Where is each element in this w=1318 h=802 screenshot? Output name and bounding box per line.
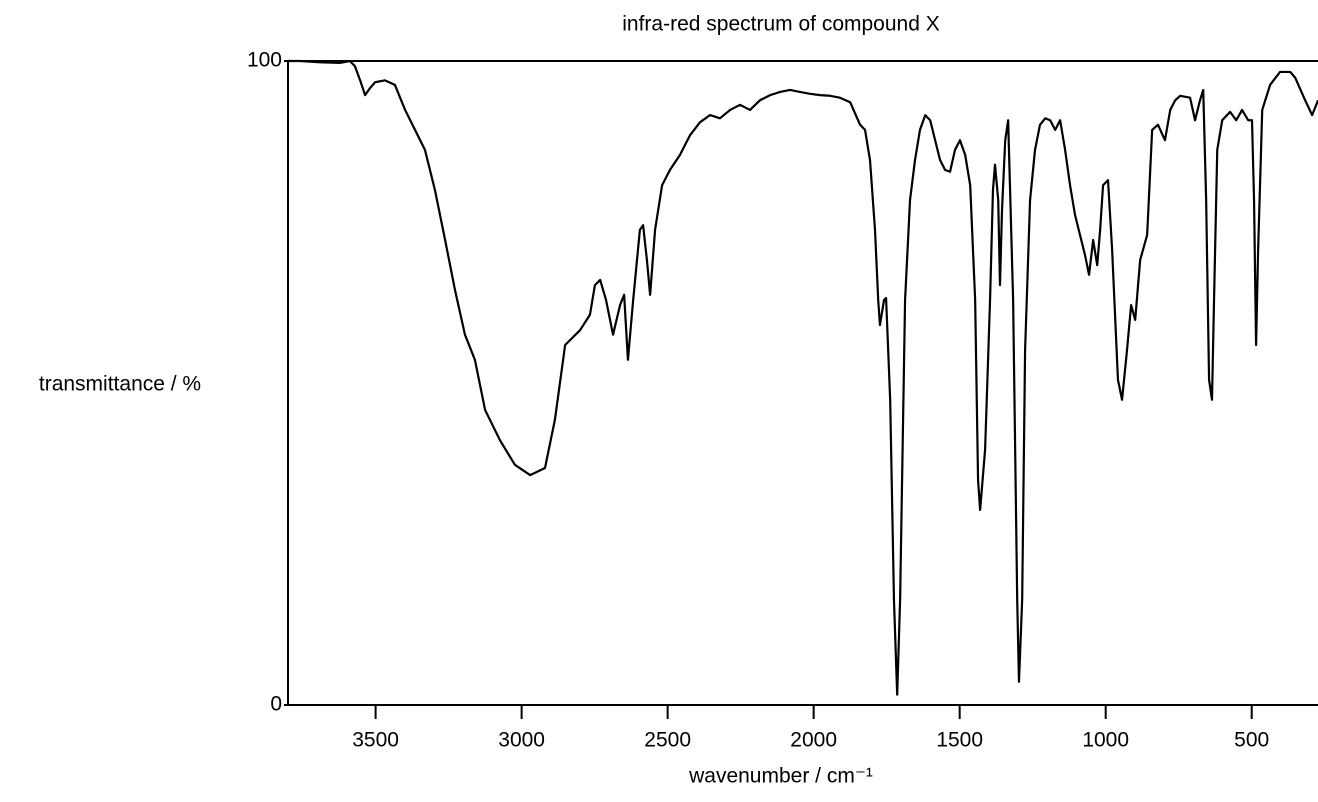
- y-axis-label: transmittance / %: [39, 373, 201, 396]
- y-tick-label: 100: [247, 49, 282, 72]
- y-tick-label: 0: [270, 693, 282, 716]
- chart-title: infra-red spectrum of compound X: [622, 13, 939, 36]
- spectrum-line: [288, 59, 1318, 696]
- x-tick-label: 1000: [1082, 729, 1129, 752]
- x-tick-label: 1500: [936, 729, 983, 752]
- x-tick-label: 500: [1234, 729, 1269, 752]
- x-tick-label: 2000: [790, 729, 837, 752]
- x-tick-label: 3000: [498, 729, 545, 752]
- x-axis-label: wavenumber / cm⁻¹: [688, 765, 873, 788]
- x-tick-label: 3500: [352, 729, 399, 752]
- x-tick-label: 2500: [644, 729, 691, 752]
